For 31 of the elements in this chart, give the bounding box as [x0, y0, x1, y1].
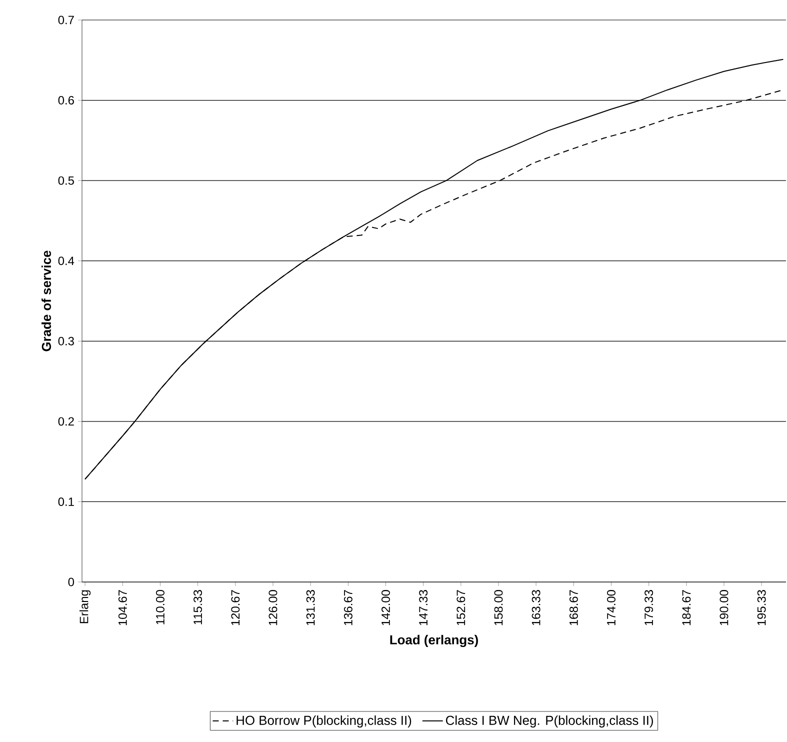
- x-tick-label: 142.00: [382, 590, 390, 626]
- x-tick-label: 147.33: [419, 590, 428, 626]
- x-tick-label: 184.67: [682, 590, 691, 626]
- x-tick-label: 179.33: [644, 590, 654, 626]
- y-axis-title: Grade of service: [42, 250, 52, 352]
- x-tick-label: 158.00: [494, 590, 503, 626]
- y-tick-label: 0.1: [58, 497, 74, 506]
- x-tick-label: 174.00: [607, 590, 616, 626]
- x-tick-label: 136.67: [344, 590, 352, 626]
- x-tick-label: 195.33: [757, 590, 766, 626]
- legend-label: Class I BW Neg. P(blocking,class II): [446, 715, 653, 728]
- x-tick-label: 152.67: [456, 590, 466, 626]
- x-tick-label: 131.33: [306, 590, 315, 626]
- x-tick-label: 163.33: [532, 590, 540, 626]
- y-tick-label: 0.3: [58, 336, 74, 346]
- y-tick-label: 0: [68, 578, 74, 586]
- x-tick-label: 110.00: [156, 590, 164, 624]
- x-tick-label: 104.67: [118, 590, 127, 626]
- x-tick-label: 190.00: [720, 590, 728, 626]
- y-tick-label: 0.5: [58, 176, 74, 185]
- x-axis-title: Load (erlangs): [390, 634, 478, 648]
- y-tick-label: 0.6: [58, 96, 74, 105]
- x-tick-label: 126.00: [268, 590, 278, 626]
- x-tick-label: 115.33: [194, 590, 202, 624]
- y-tick-label: 0.2: [58, 417, 74, 426]
- x-tick-label: 120.67: [231, 590, 240, 626]
- x-tick-label: Erlang: [79, 590, 91, 624]
- x-tick-label: 168.67: [569, 590, 578, 626]
- legend-label: HO Borrow P(blocking,class II): [236, 715, 412, 728]
- y-tick-label: 0.4: [58, 256, 74, 266]
- y-tick-label: 0.7: [58, 16, 74, 24]
